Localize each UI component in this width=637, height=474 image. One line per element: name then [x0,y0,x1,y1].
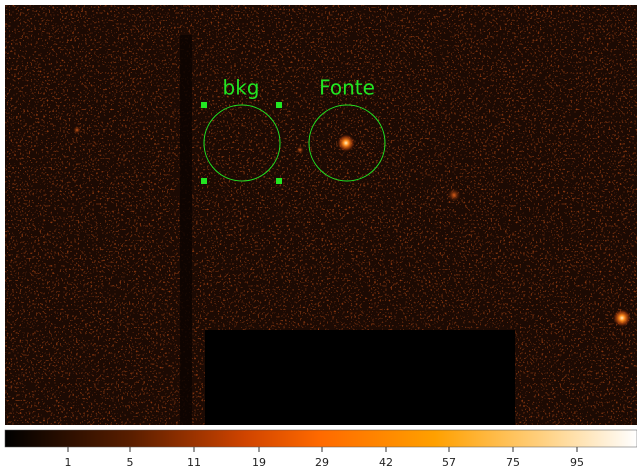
tick-label: 95 [570,456,584,469]
tick-label: 11 [187,456,201,469]
image [5,5,637,425]
tick-label: 57 [442,456,456,469]
colorbar: 1 5 11 19 29 42 57 75 95 [5,430,637,469]
tick-label: 29 [315,456,329,469]
tick-label: 42 [379,456,393,469]
tick-label: 19 [252,456,266,469]
ds9-window: bkg Fonte 1 5 11 19 29 42 57 75 95 [0,0,637,470]
region-label: Fonte [319,76,375,100]
tick-label: 1 [65,456,72,469]
region-label: bkg [223,76,260,100]
tick-label: 5 [127,456,134,469]
tick-label: 75 [506,456,520,469]
